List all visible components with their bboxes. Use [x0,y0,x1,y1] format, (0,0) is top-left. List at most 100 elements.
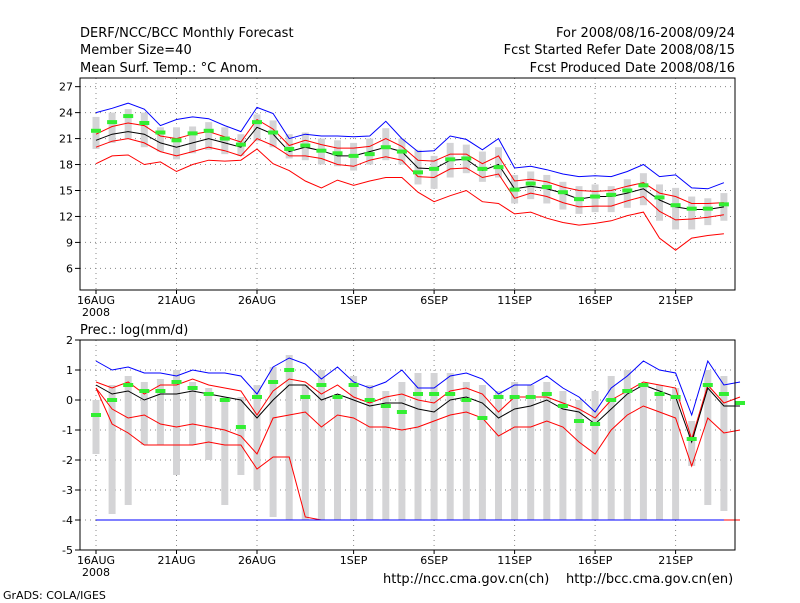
precip-spread-box [672,388,680,520]
precip-spread-box [543,382,551,520]
precip-spread-box [140,382,148,445]
precip-median-mark [252,395,262,399]
precip-spread-box [156,379,164,445]
precip-spread-box [221,397,229,505]
temperature-median-mark [332,151,343,156]
precip-ytick-label: -2 [62,454,73,467]
temperature-xtick-label: 6SEP [420,294,448,307]
variable-label: Mean Surf. Temp.: °C Anom. [80,61,263,76]
precip-median-mark [509,395,520,399]
forecast-period: For 2008/08/16-2008/09/24 [556,26,735,41]
url-english[interactable]: http://bcc.cma.gov.cn(en) [566,572,734,587]
precip-xtick-label: 21AUG [157,554,195,567]
temperature-xtick-label: 1SEP [340,294,368,307]
url-chinese[interactable]: http://ncc.cma.gov.cn(ch) [383,572,550,587]
grads-credit: GrADS: COLA/IGES [3,589,106,602]
precip-spread-box [382,391,390,520]
precip-spread-box [108,385,116,514]
precip-spread-box [124,376,132,505]
forecast-started-date: Fcst Started Refer Date 2008/08/15 [503,43,735,58]
temperature-median-mark [590,194,601,199]
precip-median-mark [413,392,423,396]
temperature-max-line [95,102,725,190]
precip-median-mark [525,395,536,399]
precip-median-mark [380,404,391,408]
temperature-median-mark [252,120,262,125]
precip-median-mark [606,398,617,402]
precip-ytick-label: 2 [66,334,73,347]
precip-median-mark [171,380,182,384]
precip-spread-box [317,370,325,520]
precip-xtick-label: 6SEP [420,554,448,567]
temperature-spread-box [559,181,567,210]
temperature-min-line [95,148,724,251]
precip-median-mark [686,437,697,441]
precip-median-mark [123,383,134,387]
temperature-spread-box [92,116,100,149]
temperature-upper-line [95,118,724,204]
member-size: Member Size=40 [80,43,192,58]
precip-spread-box [446,373,454,520]
precip-ytick-label: 1 [66,364,73,377]
precip-xtick-label: 26AUG [238,554,276,567]
precip-median-mark [284,368,295,372]
precip-median-mark [203,392,214,396]
temperature-ytick-label: 12 [59,210,73,223]
precip-spread-box [301,385,309,520]
precip-xtick-label: 16SEP [578,554,613,567]
precip-median-mark [396,410,407,414]
temperature-median-mark [268,130,279,135]
temperature-spread-box [672,187,680,230]
precip-median-mark [445,392,456,396]
temperature-ytick-label: 15 [59,184,73,197]
precip-spread-box [366,385,374,520]
temperature-mean-line [95,126,724,210]
temperature-xtick-year: 2008 [82,306,110,319]
precip-ytick-label: -1 [62,424,73,437]
temperature-median-mark [91,128,101,133]
precip-spread-box [575,400,583,520]
precip-median-mark [622,389,633,393]
precip-spread-box [334,394,341,520]
temperature-median-mark [718,202,729,207]
precip-median-mark [300,395,311,399]
precip-median-mark [638,383,649,387]
precip-median-mark [493,395,504,399]
chart-title: DERF/NCC/BCC Monthly Forecast [80,26,294,41]
temperature-median-mark [171,138,182,143]
temperature-spread-box [688,196,696,230]
temperature-ytick-label: 18 [59,159,73,172]
precip-spread-box [253,385,261,490]
precip-median-mark [702,383,713,387]
precip-mean-line [95,384,740,444]
temperature-ytick-label: 27 [59,81,73,94]
temperature-xtick-label: 26AUG [238,294,276,307]
precip-xtick-label: 16AUG [77,554,115,567]
precip-spread-box [511,382,519,520]
temperature-median-mark [300,143,311,148]
temperature-spread-box [430,155,438,189]
temperature-median-mark [477,166,488,171]
precip-median-mark [461,398,472,402]
temperature-median-mark [316,148,327,153]
precip-spread-box [269,367,277,517]
precip-spread-box [656,385,663,520]
precip-median-mark [557,404,568,408]
precip-spread-box [559,391,567,520]
precip-median-mark [332,395,343,399]
precip-median-mark [348,383,359,387]
precip-median-mark [139,389,150,393]
precip-spread-box [173,370,180,475]
precip-median-mark [541,392,552,396]
temperature-median-mark [541,185,552,190]
temperature-median-mark [396,149,407,154]
precip-spread-box [720,376,728,511]
precip-median-mark [429,392,440,396]
temperature-median-mark [638,183,649,188]
temperature-xtick-label: 21SEP [658,294,693,307]
temperature-spread-box [205,122,213,150]
precip-spread-box [430,373,438,520]
